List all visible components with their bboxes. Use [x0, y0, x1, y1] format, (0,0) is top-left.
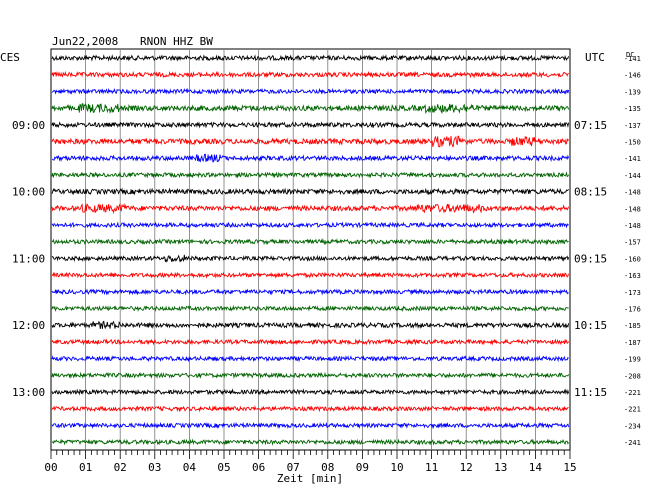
- dc-offset-label: -234: [624, 422, 641, 430]
- date-label: Jun22,2008: [52, 35, 118, 48]
- dc-offset-label: -221: [624, 389, 641, 397]
- left-hour-label: 10:00: [12, 186, 45, 199]
- x-tick-label: 11: [425, 461, 438, 474]
- x-tick-label: 15: [563, 461, 576, 474]
- dc-offset-label: -163: [624, 272, 641, 280]
- dc-offset-label: -148: [624, 189, 641, 197]
- left-hour-label: 11:00: [12, 252, 45, 265]
- dc-offset-label: -241: [624, 439, 641, 447]
- seismic-trace: [51, 271, 570, 279]
- x-tick-label: 07: [287, 461, 300, 474]
- x-tick-label: 14: [529, 461, 543, 474]
- seismic-trace: [51, 135, 569, 148]
- dc-offset-label: -144: [624, 172, 641, 180]
- dc-offset-label: -139: [624, 88, 641, 96]
- right-hour-label: 07:15: [574, 119, 607, 132]
- x-tick-label: 03: [148, 461, 161, 474]
- seismic-trace: [51, 102, 570, 115]
- right-hour-label: 08:15: [574, 186, 607, 199]
- x-tick-label: 05: [217, 461, 230, 474]
- right-timezone-label: UTC: [585, 51, 605, 64]
- dc-offset-label: -176: [624, 306, 641, 314]
- x-tick-label: 06: [252, 461, 265, 474]
- x-tick-label: 04: [183, 461, 197, 474]
- dc-offset-label: -137: [624, 122, 641, 130]
- seismic-trace: [51, 421, 570, 430]
- seismic-trace: [51, 304, 569, 313]
- dc-offset-label: -146: [624, 72, 641, 80]
- seismic-trace: [51, 70, 569, 79]
- seismic-trace: [51, 354, 569, 363]
- x-axis-label: Zeit [min]: [277, 472, 343, 485]
- seismic-trace: [51, 171, 570, 179]
- left-hour-labels: 09:00 10:00 11:00 12:00 13:00: [12, 119, 45, 399]
- x-tick-label: 09: [356, 461, 369, 474]
- right-hour-label: 10:15: [574, 319, 607, 332]
- dc-offset-label: -141: [624, 155, 641, 163]
- dc-offset-label: -148: [624, 205, 641, 213]
- dc-offset-label: -157: [624, 239, 641, 247]
- seismic-trace: [51, 338, 569, 346]
- dc-offset-labels: -141 -146 -139 -135 -137 -150 -141 -144 -148 -148…: [624, 55, 641, 447]
- dc-offset-label: -173: [624, 289, 641, 297]
- x-tick-label: 10: [390, 461, 403, 474]
- left-timezone-label: CES: [0, 51, 20, 64]
- right-hour-labels: 07:15 08:15 09:15 10:15 11:15: [574, 119, 607, 399]
- seismic-trace: [51, 187, 569, 196]
- dc-offset-label: -141: [624, 55, 641, 63]
- dc-offset-label: -208: [624, 372, 641, 380]
- vertical-gridlines: [85, 50, 536, 450]
- dc-offset-label: -185: [624, 322, 641, 330]
- left-hour-label: 12:00: [12, 319, 45, 332]
- seismic-trace: [51, 438, 569, 446]
- seismic-trace: [51, 121, 570, 129]
- dc-offset-label: -199: [624, 356, 641, 364]
- seismic-trace: [51, 221, 569, 229]
- seismic-trace: [51, 288, 569, 296]
- seismic-traces: [51, 54, 570, 446]
- dc-offset-label: -221: [624, 406, 641, 414]
- seismic-trace: [51, 54, 570, 62]
- x-tick-label: 02: [114, 461, 127, 474]
- left-hour-label: 09:00: [12, 119, 45, 132]
- dc-offset-label: -135: [624, 105, 641, 113]
- seismic-trace: [51, 153, 570, 163]
- x-tick-label: 01: [79, 461, 92, 474]
- dc-offset-label: -187: [624, 339, 641, 347]
- seismic-trace: [51, 405, 569, 413]
- left-hour-label: 13:00: [12, 386, 45, 399]
- seismic-trace: [51, 388, 570, 396]
- x-tick-label: 00: [44, 461, 57, 474]
- dc-column-label: DC: [626, 51, 634, 59]
- x-tick-label: 12: [460, 461, 473, 474]
- seismic-trace: [51, 87, 570, 95]
- dc-offset-label: -150: [624, 139, 641, 147]
- seismic-trace: [51, 254, 570, 263]
- seismic-trace: [51, 238, 569, 246]
- station-label: RNON HHZ BW: [140, 35, 213, 48]
- seismic-trace: [51, 371, 570, 379]
- dc-offset-label: -148: [624, 222, 641, 230]
- x-tick-label: 08: [321, 461, 334, 474]
- seismic-trace: [51, 320, 570, 330]
- x-axis: 00 01 02 03 04 05 06 07 08 09 10 11 12 13 14 15: [44, 450, 577, 474]
- right-hour-label: 09:15: [574, 252, 607, 265]
- seismic-trace: [51, 202, 570, 215]
- x-tick-label: 13: [494, 461, 507, 474]
- right-hour-label: 11:15: [574, 386, 607, 399]
- dc-offset-label: -160: [624, 255, 641, 263]
